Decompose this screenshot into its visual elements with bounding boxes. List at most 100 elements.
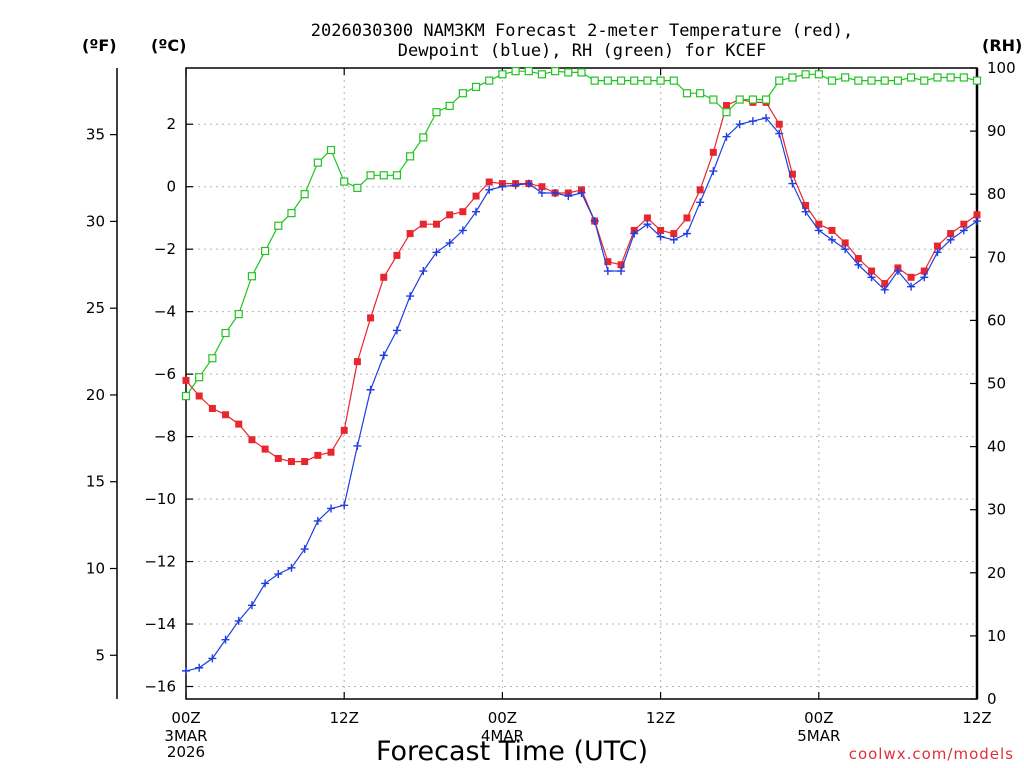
dewpoint-point (419, 267, 428, 276)
dewpoint-point (287, 563, 296, 572)
temperature-point (723, 101, 731, 109)
rh-point (208, 354, 217, 363)
temperature-point (538, 183, 546, 191)
dewpoint-point (511, 181, 520, 190)
temperature-point (643, 214, 651, 222)
dewpoint-point (247, 601, 256, 610)
temperature-point (775, 120, 783, 128)
celsius-tick-label: −8 (154, 428, 176, 446)
temperature-point (485, 178, 493, 186)
dewpoint-point (643, 220, 652, 229)
rh-point (234, 309, 243, 319)
chart-title-line-2: Dewpoint (blue), RH (green) for KCEF (398, 41, 766, 61)
rh-point (946, 73, 955, 82)
fahrenheit-tick-label: 35 (86, 126, 105, 144)
x-tick-label: 12Z (330, 709, 359, 727)
temperature-point (815, 220, 823, 228)
series-dewpoint (182, 113, 981, 675)
dewpoint-point (814, 226, 823, 235)
rh-point (471, 82, 481, 92)
dewpoint-point (827, 235, 836, 244)
temperature-point (881, 280, 889, 288)
temperature-point (670, 230, 678, 238)
rh-point (274, 221, 283, 230)
celsius-tick-label: −4 (154, 303, 176, 321)
rh-point (827, 76, 837, 85)
dewpoint-point (788, 179, 797, 188)
rh-tick-label: 50 (987, 375, 1006, 393)
dewpoint-point (195, 663, 204, 672)
rh-point (551, 67, 560, 76)
rh-point (656, 76, 665, 85)
rh-tick-label: 60 (987, 311, 1006, 329)
rh-point (261, 246, 270, 256)
dewpoint-point (893, 267, 902, 276)
celsius-tick-label: −10 (144, 490, 176, 508)
dewpoint-point (946, 235, 955, 244)
rh-tick-label: 10 (987, 627, 1006, 645)
temperature-point (327, 448, 335, 456)
x-tick-label: 00Z (804, 709, 833, 727)
rh-point (933, 73, 942, 82)
x-tick-label: 00Z (488, 709, 517, 727)
rh-point (379, 171, 388, 180)
temperature-point (380, 273, 388, 281)
rh-tick-label: 70 (987, 248, 1006, 266)
temperature-point (907, 273, 915, 281)
rh-point (643, 76, 652, 85)
celsius-tick-label: −14 (144, 615, 176, 633)
rh-point (801, 70, 810, 79)
rh-point (564, 68, 573, 77)
temperature-point (301, 458, 309, 466)
temperature-point (709, 148, 717, 156)
rh-point (814, 70, 823, 79)
rh-point (524, 67, 533, 76)
dewpoint-point (300, 545, 309, 554)
dewpoint-point (959, 226, 968, 235)
celsius-tick-label: −12 (144, 553, 176, 571)
rh-tick-label: 20 (987, 564, 1006, 582)
dewpoint-point (406, 292, 415, 301)
dewpoint-point (564, 192, 573, 201)
temperature-point (472, 192, 480, 200)
dewpoint-point (261, 579, 270, 588)
temperature-point (788, 170, 796, 178)
dewpoint-point (432, 248, 441, 257)
temperature-line (185, 98, 978, 463)
temperature-point (208, 404, 216, 412)
dewpoint-point (748, 117, 757, 126)
rh-point (590, 76, 599, 85)
dewpoint-point (551, 188, 560, 197)
rh-point (419, 133, 428, 142)
rh-tick-label: 90 (987, 122, 1006, 140)
x-tick-label: 12Z (962, 709, 991, 727)
dewpoint-point (603, 267, 612, 276)
rh-point (748, 95, 757, 104)
rh-point (709, 95, 718, 104)
rh-line (185, 70, 978, 397)
temperature-point (393, 251, 401, 259)
dewpoint-point (735, 120, 744, 129)
rh-point (788, 73, 797, 82)
x-tick-sublabel: 4MAR (481, 727, 524, 745)
x-axis-label: Forecast Time (UTC) (376, 736, 648, 767)
rh-point (906, 73, 916, 82)
dewpoint-point (524, 179, 533, 188)
temperature-point (617, 261, 625, 269)
dewpoint-line (185, 117, 978, 672)
rh-point (722, 108, 731, 117)
dewpoint-point (182, 666, 190, 675)
dewpoint-point (617, 267, 626, 276)
celsius-tick-label: 0 (166, 178, 176, 196)
dewpoint-point (353, 441, 362, 450)
temperature-point (195, 392, 203, 400)
rh-point (920, 76, 929, 85)
rh-point (854, 76, 863, 85)
rh-point (616, 76, 626, 85)
dewpoint-point (537, 188, 546, 197)
rh-tick-label: 30 (987, 501, 1006, 519)
temperature-point (604, 258, 612, 266)
temperature-point (459, 208, 467, 216)
dewpoint-point (920, 273, 929, 282)
